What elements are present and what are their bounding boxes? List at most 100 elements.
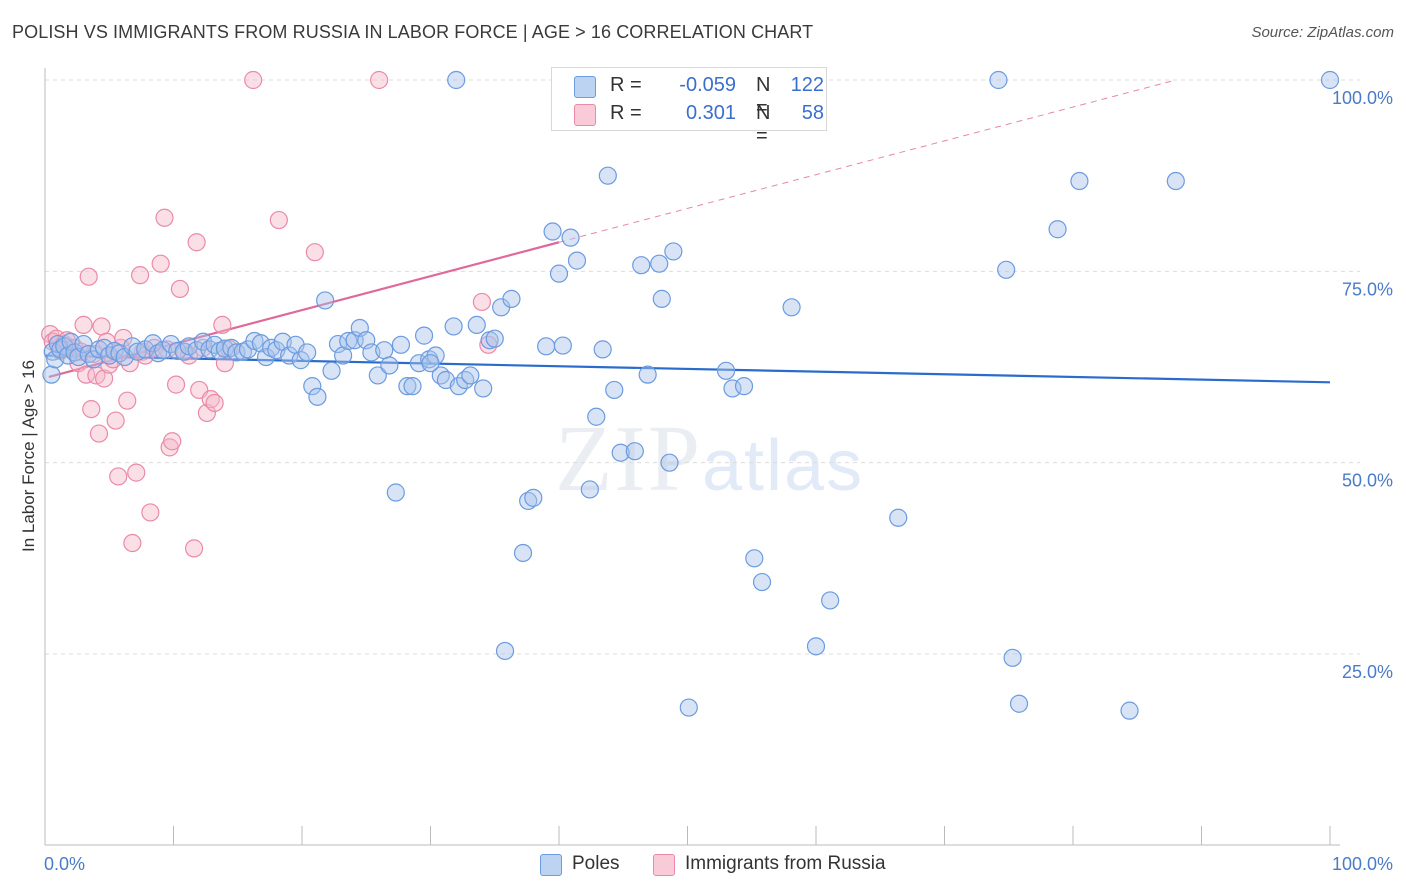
poles-point [752, 572, 772, 592]
poles-point [495, 641, 515, 661]
watermark-zip: ZIP [555, 407, 702, 511]
poles-point [386, 483, 405, 502]
poles-point [889, 508, 908, 527]
axes [44, 68, 1340, 846]
poles-point [79, 344, 98, 364]
russia-point [184, 539, 204, 558]
poles-point [168, 341, 187, 361]
poles-point [215, 339, 234, 358]
russia-points [41, 70, 498, 558]
poles-point [543, 222, 562, 241]
russia-point [123, 533, 142, 553]
poles-point [593, 340, 612, 359]
russia-point [127, 463, 146, 482]
russia-point [151, 254, 170, 273]
poles-point [716, 361, 736, 380]
poles-point [1070, 171, 1089, 191]
russia-point [79, 267, 98, 286]
russia-point [187, 233, 206, 252]
legend-n-label: N = [756, 74, 771, 119]
poles-point [143, 334, 163, 353]
poles-point [461, 366, 480, 385]
legend-swatch-russia [653, 854, 675, 876]
legend-swatch-poles [574, 76, 596, 98]
poles-point [1166, 171, 1185, 191]
russia-point [141, 503, 160, 522]
russia-point [305, 243, 324, 262]
poles-point [55, 337, 74, 356]
poles-point [605, 380, 624, 400]
poles-point [513, 543, 533, 563]
poles-point [806, 637, 826, 656]
poles-point [549, 264, 569, 283]
poles-point [650, 254, 669, 273]
poles-point [567, 251, 587, 270]
legend-n-label: N = [756, 102, 771, 147]
poles-point [1009, 694, 1029, 713]
poles-point [148, 344, 168, 363]
poles-point [227, 343, 246, 362]
russia-point [106, 411, 125, 430]
poles-point [997, 260, 1016, 279]
poles-point [303, 377, 322, 396]
y-tick-label: 25.0% [1342, 662, 1393, 682]
gridlines [45, 79, 1360, 655]
russia-point [130, 266, 150, 285]
poles-point [380, 356, 399, 375]
russia-point [472, 292, 491, 312]
poles-point [1003, 648, 1022, 667]
russia-point [118, 391, 137, 410]
poles-point [745, 549, 764, 568]
poles-point [553, 336, 572, 355]
poles-point [403, 377, 422, 396]
poles-point [316, 291, 335, 310]
poles-point [519, 491, 538, 511]
russia-trend-extension [558, 79, 1176, 243]
poles-point [734, 377, 754, 396]
russia-point [109, 467, 128, 486]
russia-point [197, 403, 217, 423]
legend-r-value: 0.301 [685, 102, 736, 124]
legend-n-value: 58 [801, 102, 824, 124]
poles-point [339, 331, 358, 351]
watermark: ZIPatlas [555, 405, 864, 513]
poles-point [447, 70, 466, 90]
poles-point [989, 70, 1008, 90]
poles-point [679, 698, 698, 717]
legend-r-label: R = [610, 74, 642, 96]
poles-point [391, 335, 411, 354]
poles-trend-line [44, 354, 1331, 384]
poles-point [421, 354, 440, 373]
poles-point [782, 298, 801, 317]
russia-point [170, 279, 190, 299]
russia-point [89, 424, 109, 443]
y-axis-title: In Labor Force | Age > 16 [19, 360, 38, 552]
y-tick-label: 75.0% [1342, 279, 1393, 299]
russia-point [213, 315, 232, 335]
poles-point [485, 329, 504, 348]
russia-point [269, 210, 288, 230]
y-tick-label: 50.0% [1342, 471, 1393, 491]
poles-point [632, 256, 651, 275]
russia-point [244, 70, 263, 90]
poles-point [444, 317, 463, 336]
poles-point [1320, 70, 1340, 90]
poles-point [375, 341, 394, 360]
watermark-atlas: atlas [702, 426, 865, 506]
x-tick-label-max: 100.0% [1332, 854, 1393, 874]
poles-point [280, 346, 299, 365]
legend-swatch-poles [540, 854, 562, 876]
russia-point [163, 432, 182, 451]
russia-point [205, 393, 224, 413]
stats-legend: R = -0.059 N = 122 R = 0.301 N = 58 [551, 67, 827, 147]
x-tick-label-min: 0.0% [44, 854, 85, 874]
poles-point [664, 242, 683, 261]
source-credit: Source: ZipAtlas.com [1251, 24, 1394, 41]
poles-point [474, 379, 493, 398]
poles-point [1120, 701, 1139, 720]
poles-point [537, 337, 556, 356]
poles-point [414, 326, 434, 345]
poles-point [638, 365, 657, 384]
poles-points [42, 70, 1340, 720]
